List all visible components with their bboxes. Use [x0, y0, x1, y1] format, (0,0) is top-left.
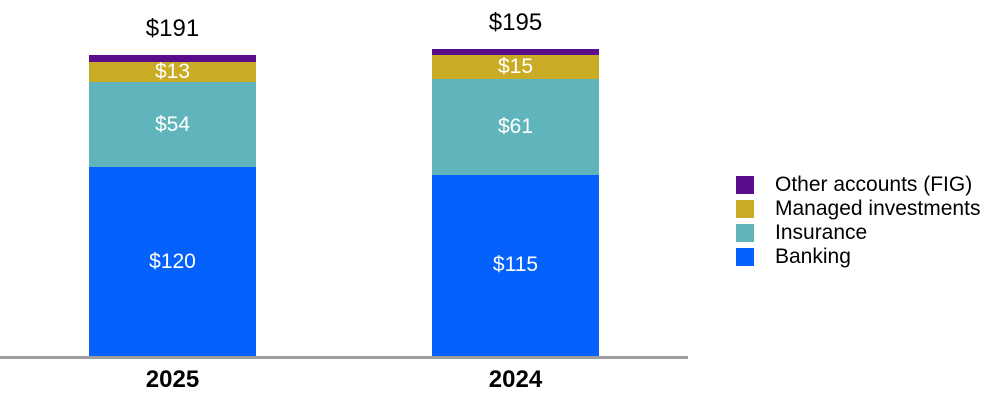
- segment-value-label: $120: [149, 249, 196, 273]
- legend-item-banking: Banking: [736, 245, 980, 268]
- bar-segment-managed-investments: $15: [432, 55, 599, 79]
- legend-item-other-accounts-fig: Other accounts (FIG): [736, 173, 980, 196]
- bar-segment-managed-investments: $13: [89, 61, 256, 83]
- x-axis-category-2025: 2025: [145, 366, 200, 393]
- legend-label: Managed investments: [775, 197, 981, 220]
- bar-segment-insurance: $61: [432, 78, 599, 175]
- legend-label: Banking: [775, 245, 851, 268]
- legend-swatch-other-accounts-fig: [736, 176, 754, 194]
- legend-label: Insurance: [775, 221, 868, 244]
- legend-swatch-banking: [736, 248, 754, 266]
- bar-total-label: $195: [488, 8, 543, 36]
- bar-segment-other-accounts-fig: [89, 55, 256, 62]
- segment-value-label: $54: [154, 112, 191, 136]
- legend-item-managed-investments: Managed investments: [736, 197, 981, 220]
- bar-group-2024: $195 $115 $61 $15: [432, 8, 599, 356]
- segment-value-label: $13: [154, 61, 191, 83]
- bar-stack: $115 $61 $15: [432, 48, 599, 356]
- segment-value-label: $61: [497, 114, 534, 138]
- bar-segment-banking: $120: [89, 167, 256, 356]
- bar-segment-insurance: $54: [89, 82, 256, 167]
- bar-segment-other-accounts-fig: [432, 48, 599, 56]
- segment-value-label: $115: [492, 253, 539, 277]
- x-axis-line: [0, 356, 688, 359]
- bar-group-2025: $191 $120 $54 $13: [89, 16, 256, 356]
- legend-label: Other accounts (FIG): [775, 173, 973, 196]
- legend-swatch-insurance: [736, 224, 754, 242]
- legend-swatch-managed-investments: [736, 200, 754, 218]
- bar-stack: $120 $54 $13: [89, 55, 256, 356]
- legend: Other accounts (FIG) Managed investments…: [736, 173, 981, 272]
- x-axis-category-2024: 2024: [488, 366, 543, 393]
- segment-value-label: $15: [497, 55, 534, 79]
- bar-segment-banking: $115: [432, 174, 599, 356]
- bar-total-label: $191: [145, 15, 200, 43]
- legend-item-insurance: Insurance: [736, 221, 980, 244]
